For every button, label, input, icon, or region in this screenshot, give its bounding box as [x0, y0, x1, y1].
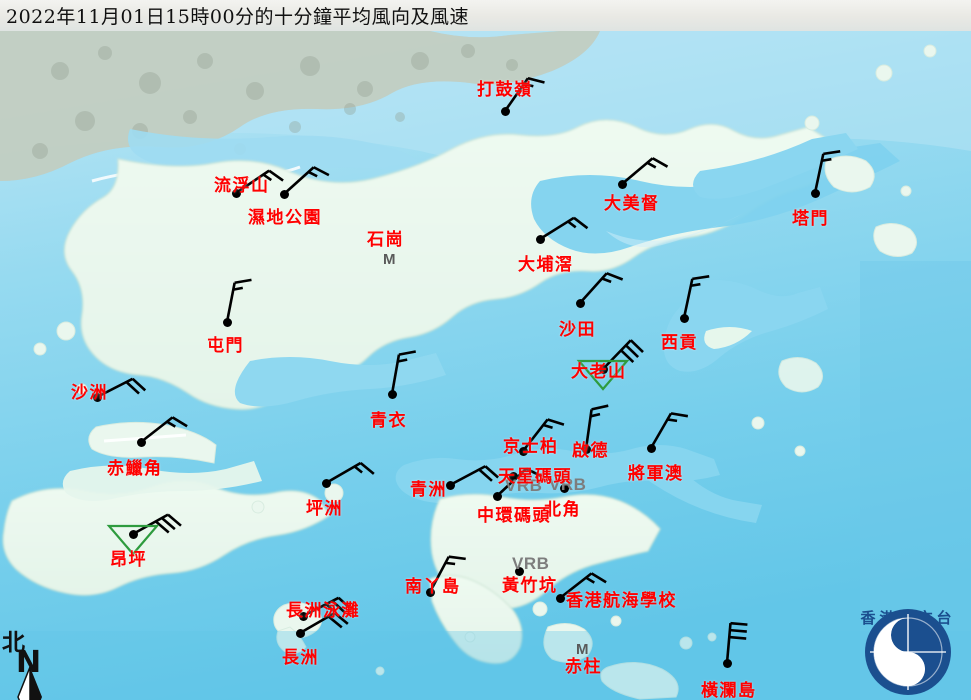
gale-triangle-icon	[576, 359, 630, 391]
station-label-26[interactable]: 長洲泳灘	[286, 601, 360, 621]
station-label-19[interactable]: 中環碼頭	[477, 506, 551, 526]
wind-barb-22	[132, 513, 182, 536]
title-bar: 2022年11月01日15時00分的十分鐘平均風向及風速	[0, 0, 971, 31]
wind-barb-21	[325, 461, 375, 485]
station-label-22[interactable]: 昂坪	[110, 550, 147, 570]
hko-emblem-icon	[865, 609, 951, 695]
station-label-8[interactable]: 西貢	[661, 333, 698, 353]
variable-wind-marker: VRB	[505, 476, 543, 495]
station-label-25[interactable]: 香港航海學校	[566, 591, 677, 611]
wind-barb-8	[682, 275, 710, 319]
station-label-13[interactable]: 赤鱲角	[107, 459, 163, 479]
station-label-11[interactable]: 沙洲	[71, 383, 108, 403]
wind-barb-27	[299, 611, 349, 635]
wind-barb-5	[813, 150, 841, 194]
station-label-2[interactable]: 濕地公園	[248, 208, 322, 228]
hko-logo: 香港天文台 HONG KONG OBSERVATORY	[845, 606, 971, 700]
compass-label-cn: 北	[2, 629, 25, 656]
station-marker-icon	[508, 471, 518, 481]
wind-barb-14	[521, 418, 565, 452]
station-label-27[interactable]: 長洲	[282, 648, 319, 668]
variable-wind-marker: VRB	[512, 554, 550, 573]
wind-barb-10	[602, 339, 644, 370]
compass-rose: 北 N	[2, 623, 64, 700]
station-label-6[interactable]: 大埔滘	[518, 255, 574, 275]
station-label-3[interactable]: 石崗	[367, 230, 404, 250]
wind-barb-20	[449, 465, 499, 487]
station-label-4[interactable]: 大美督	[604, 194, 660, 214]
station-label-20[interactable]: 青洲	[410, 480, 447, 500]
wind-barb-1	[235, 169, 284, 195]
gale-triangle-icon	[106, 524, 160, 556]
wind-barb-29	[725, 621, 748, 664]
wind-barb-7	[579, 272, 624, 304]
station-label-18[interactable]: 北角	[544, 500, 581, 520]
station-label-16[interactable]: 將軍澳	[628, 464, 684, 484]
wind-barb-25	[559, 572, 607, 600]
wind-barb-12	[390, 350, 416, 395]
wind-barb-23	[428, 555, 466, 593]
wind-barb-6	[539, 216, 589, 241]
station-label-24[interactable]: 黃竹坑	[502, 576, 558, 596]
station-label-23[interactable]: 南丫島	[405, 577, 461, 597]
page-title: 2022年11月01日15時00分的十分鐘平均風向及風速	[6, 6, 470, 28]
wind-barb-9	[225, 278, 252, 323]
station-label-17[interactable]: 天星碼頭	[498, 467, 572, 487]
wind-barb-11	[96, 377, 147, 399]
station-label-12[interactable]: 青衣	[370, 411, 407, 431]
missing-data-marker: M	[383, 251, 396, 268]
missing-data-marker: M	[576, 641, 589, 658]
station-label-0[interactable]: 打鼓嶺	[477, 80, 533, 100]
wind-barb-13	[140, 416, 188, 444]
station-label-14[interactable]: 京士柏	[503, 437, 559, 457]
map-canvas[interactable]: 打鼓嶺 流浮山 濕地公園 M 石崗 大美督 塔門 大埔滘 沙田 西貢 屯門 大老山 沙洲 青衣 赤鱲角 京士柏…	[0, 31, 971, 700]
station-label-1[interactable]: 流浮山	[214, 176, 270, 196]
station-label-15[interactable]: 啟德	[572, 441, 609, 461]
wind-barb-2	[283, 166, 330, 195]
station-label-21[interactable]: 坪洲	[306, 499, 343, 519]
station-label-5[interactable]: 塔門	[792, 209, 829, 229]
station-label-28[interactable]: 赤柱	[565, 657, 602, 677]
wind-barb-16	[649, 412, 689, 449]
wind-barb-26	[302, 596, 353, 618]
station-label-7[interactable]: 沙田	[559, 320, 596, 340]
wind-barb-19	[496, 467, 543, 497]
wind-barb-4	[621, 157, 669, 185]
station-marker-icon	[514, 566, 524, 576]
wind-barb-0	[503, 76, 545, 112]
station-label-29[interactable]: 橫瀾島	[701, 681, 757, 700]
station-label-9[interactable]: 屯門	[207, 336, 244, 356]
variable-wind-marker: VRB	[549, 475, 587, 494]
wind-barb-15	[584, 404, 609, 450]
compass-needle-icon	[17, 666, 42, 700]
station-label-10[interactable]: 大老山	[571, 362, 627, 382]
station-marker-icon	[559, 483, 569, 493]
